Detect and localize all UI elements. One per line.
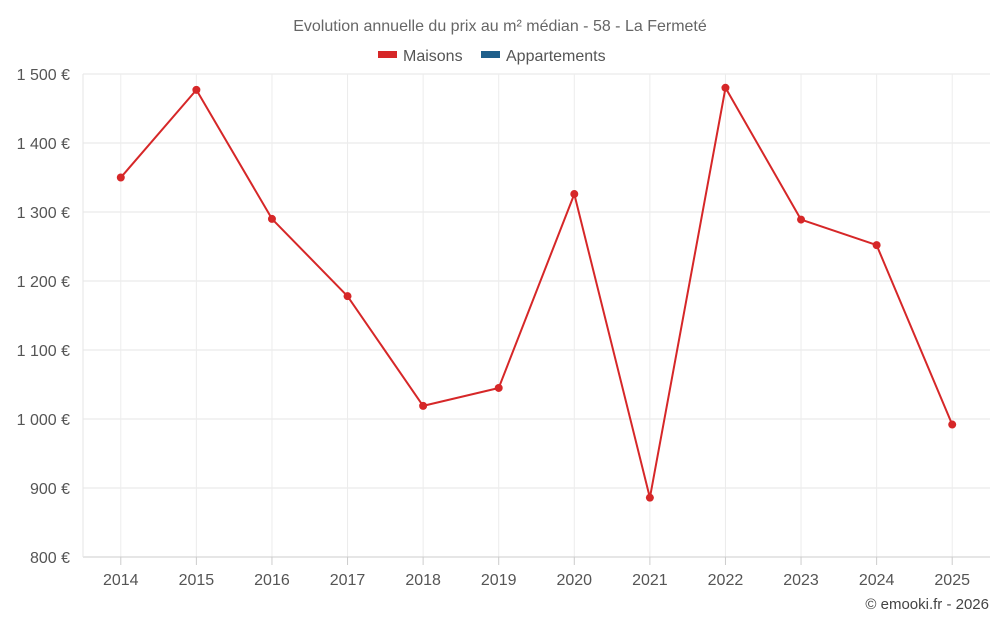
y-tick-label: 1 300 €	[17, 205, 70, 222]
x-tick-label: 2017	[330, 572, 366, 589]
data-point[interactable]	[343, 292, 352, 301]
grid	[83, 73, 990, 557]
y-tick-label: 900 €	[30, 481, 70, 498]
legend: Maisons Appartements	[378, 48, 606, 65]
credit-text: © emooki.fr - 2026	[865, 596, 989, 613]
data-point[interactable]	[570, 190, 579, 199]
data-point[interactable]	[267, 214, 276, 223]
x-tick-label: 2024	[859, 572, 895, 589]
y-tick-label: 1 500 €	[17, 67, 70, 84]
y-tick-label: 1 100 €	[17, 343, 70, 360]
x-axis-labels: 2014 2015 2016 2017 2018 2019 2020 2021 2022 2023…	[103, 572, 970, 589]
data-point[interactable]	[645, 493, 654, 502]
data-point[interactable]	[948, 420, 957, 429]
legend-label-maisons: Maisons	[403, 48, 463, 65]
legend-swatch-maisons	[378, 51, 397, 58]
legend-item-appartements[interactable]: Appartements	[481, 48, 606, 65]
legend-swatch-appartements	[481, 51, 500, 58]
x-tick-label: 2015	[179, 572, 215, 589]
data-point[interactable]	[192, 85, 201, 94]
y-axis-labels: 800 € 900 € 1 000 € 1 100 € 1 200 € 1 300 € 1 …	[17, 67, 70, 567]
data-point[interactable]	[797, 215, 806, 224]
series-line-maisons	[120, 86, 954, 499]
x-tick-label: 2018	[405, 572, 441, 589]
y-tick-label: 1 200 €	[17, 274, 70, 291]
y-tick-label: 800 €	[30, 550, 70, 567]
data-point[interactable]	[116, 173, 125, 182]
legend-item-maisons[interactable]: Maisons	[378, 48, 463, 65]
data-point[interactable]	[494, 383, 503, 392]
series	[116, 83, 957, 502]
data-point[interactable]	[721, 83, 730, 92]
y-tick-label: 1 400 €	[17, 136, 70, 153]
x-tick-label: 2019	[481, 572, 517, 589]
data-point[interactable]	[872, 241, 881, 250]
x-tick-label: 2025	[934, 572, 970, 589]
chart-title: Evolution annuelle du prix au m² médian …	[293, 18, 707, 35]
x-tick-label: 2014	[103, 572, 139, 589]
legend-label-appartements: Appartements	[506, 48, 606, 65]
x-tick-label: 2022	[708, 572, 744, 589]
axes	[82, 74, 990, 565]
x-tick-label: 2020	[556, 572, 592, 589]
x-tick-label: 2021	[632, 572, 668, 589]
x-tick-label: 2023	[783, 572, 819, 589]
y-tick-label: 1 000 €	[17, 412, 70, 429]
data-point[interactable]	[419, 401, 428, 410]
x-tick-label: 2016	[254, 572, 290, 589]
